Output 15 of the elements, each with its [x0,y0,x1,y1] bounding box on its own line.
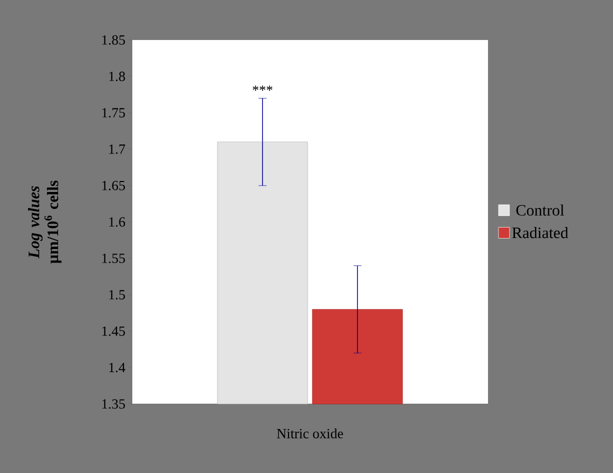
y-tick-label: 1.85 [102,35,125,45]
annotation: *** [252,86,272,91]
y-tick-label: 1.7 [109,144,126,154]
y-tick-label: 1.75 [102,108,125,118]
y-tick-label: 1.8 [109,72,125,82]
y-tick-label: 1.55 [102,254,125,264]
y-tick-label: 1.5 [109,290,125,300]
y-tick-label: 1.45 [102,326,125,336]
y-tick-label: 1.6 [109,217,126,227]
x-tick-label: Nitric oxide [276,428,344,438]
legend-label: Radiated [512,226,568,238]
legend-label: Control [516,204,564,216]
y-tick-label: 1.35 [102,399,125,409]
y-tick-label: 1.65 [102,180,125,190]
y-tick-label: 1.4 [109,362,126,372]
